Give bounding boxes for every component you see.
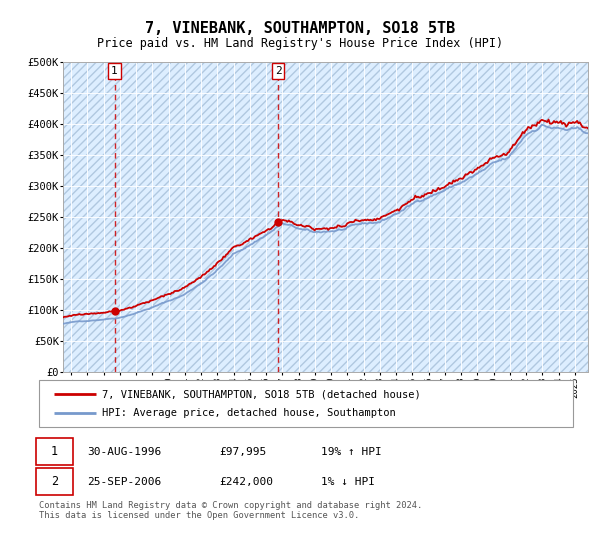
Text: £242,000: £242,000 bbox=[219, 477, 273, 487]
Text: 7, VINEBANK, SOUTHAMPTON, SO18 5TB (detached house): 7, VINEBANK, SOUTHAMPTON, SO18 5TB (deta… bbox=[102, 389, 421, 399]
Text: Price paid vs. HM Land Registry's House Price Index (HPI): Price paid vs. HM Land Registry's House … bbox=[97, 37, 503, 50]
Text: 25-SEP-2006: 25-SEP-2006 bbox=[87, 477, 161, 487]
Text: 2: 2 bbox=[275, 66, 281, 76]
Text: £97,995: £97,995 bbox=[219, 447, 266, 457]
Text: 2: 2 bbox=[51, 475, 58, 488]
Text: 1: 1 bbox=[111, 66, 118, 76]
Text: Contains HM Land Registry data © Crown copyright and database right 2024.
This d: Contains HM Land Registry data © Crown c… bbox=[39, 501, 422, 520]
Text: 30-AUG-1996: 30-AUG-1996 bbox=[87, 447, 161, 457]
Text: 19% ↑ HPI: 19% ↑ HPI bbox=[321, 447, 382, 457]
Text: 7, VINEBANK, SOUTHAMPTON, SO18 5TB: 7, VINEBANK, SOUTHAMPTON, SO18 5TB bbox=[145, 21, 455, 36]
Text: 1% ↓ HPI: 1% ↓ HPI bbox=[321, 477, 375, 487]
Text: HPI: Average price, detached house, Southampton: HPI: Average price, detached house, Sout… bbox=[102, 408, 396, 418]
Text: 1: 1 bbox=[51, 445, 58, 459]
